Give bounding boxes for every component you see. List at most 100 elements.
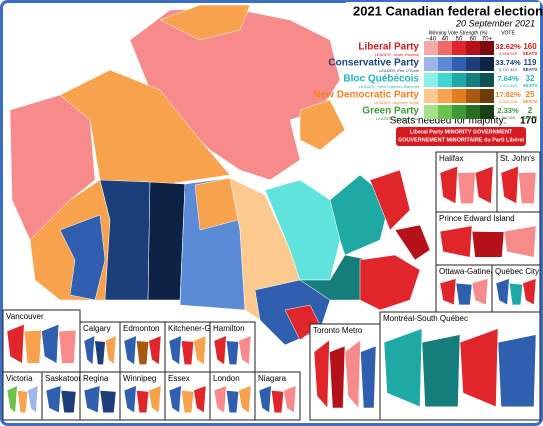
inset-label: Toronto Metro — [313, 326, 363, 335]
party-leader: LEADER: Yves-François Blanchet — [359, 84, 420, 89]
inset-region — [439, 225, 473, 258]
region — [159, 4, 251, 41]
region — [99, 179, 151, 301]
inset-region — [500, 165, 519, 205]
inset-region — [313, 339, 330, 409]
inset-region — [94, 340, 106, 365]
inset-label: Niagara — [258, 374, 287, 383]
inset-region — [522, 278, 537, 306]
inset-label: Vancouver — [6, 312, 44, 321]
scale-label: 70+ — [482, 37, 493, 43]
strength-swatch — [480, 89, 494, 103]
region — [299, 99, 346, 151]
inset-region — [27, 385, 39, 414]
seats-label: SEATS — [523, 51, 538, 56]
inset-region — [181, 340, 194, 365]
strength-swatch — [452, 89, 466, 103]
inset-region — [41, 323, 60, 364]
party-leader: LEADER: Jagmeet Singh — [374, 100, 420, 105]
subtitle: 20 September 2021 — [455, 18, 535, 28]
strength-swatch — [466, 41, 480, 55]
strength-swatch — [466, 89, 480, 103]
government-en: Liberal Party MINORITY GOVERNMENT — [410, 129, 513, 135]
party-name: Green Party — [362, 106, 419, 117]
canada-map — [9, 4, 431, 346]
party-seats: 25 — [526, 90, 535, 99]
inset-region — [226, 340, 239, 365]
strength-swatch — [480, 73, 494, 87]
inset-region — [99, 390, 117, 414]
region — [394, 224, 431, 261]
inset-region — [148, 335, 162, 366]
party-percent: 2.33% — [497, 106, 519, 115]
inset-region — [148, 385, 162, 414]
inset-region — [271, 390, 284, 414]
inset-region — [58, 330, 77, 364]
party-votes: 396,988 — [501, 115, 516, 120]
strength-swatch — [438, 73, 452, 87]
party-leader: LEADER: Justin Trudeau — [375, 52, 420, 57]
scale-label: −40 — [426, 37, 437, 43]
strength-swatch — [452, 57, 466, 71]
inset-region — [344, 339, 361, 409]
inset-label: Regina — [83, 374, 109, 383]
inset-label: Essex — [168, 374, 190, 383]
inset-region — [193, 385, 207, 414]
party-name: Conservative Party — [328, 58, 419, 69]
strength-swatch — [452, 105, 466, 119]
inset-region — [360, 345, 377, 409]
inset-region — [283, 385, 297, 414]
inset-label: Winnipeg — [123, 374, 156, 383]
inset-label: Prince Edward Island — [439, 214, 515, 223]
party-name: Bloc Québécois — [343, 74, 419, 85]
party-seats: 119 — [524, 58, 537, 67]
inset-region — [83, 335, 95, 366]
strength-swatch — [438, 89, 452, 103]
inset-region — [213, 385, 227, 414]
legend: 2021 Canadian federal election 20 Septem… — [313, 2, 543, 150]
inset-region — [439, 165, 458, 205]
insets: Halifax St. John's Prince Edward Island Ott… — [2, 151, 541, 421]
strength-swatch — [424, 89, 438, 103]
party-percent: 33.74% — [495, 58, 521, 67]
majority-value: 170 — [520, 116, 537, 127]
vote-label: VOTE — [501, 30, 515, 36]
party-votes: 3,036,348 — [499, 99, 518, 104]
region — [59, 214, 106, 301]
region — [359, 254, 421, 311]
strength-swatch — [480, 57, 494, 71]
inset-region — [105, 335, 117, 366]
inset-region — [226, 390, 239, 414]
scale-label: 50 — [456, 37, 463, 43]
region — [369, 169, 411, 231]
seats-label: SEATS — [523, 67, 538, 72]
inset-region — [475, 165, 494, 205]
strength-swatch — [424, 57, 438, 71]
inset-label: Ottawa-Gatineau — [439, 267, 499, 276]
inset-region — [213, 335, 227, 366]
inset-label: Halifax — [439, 154, 463, 163]
inset-region — [383, 328, 423, 408]
party-name: Liberal Party — [358, 42, 419, 53]
region — [264, 179, 341, 281]
strength-swatch — [424, 41, 438, 55]
party-seats: 160 — [523, 42, 537, 51]
inset-label: Edmonton — [123, 324, 159, 333]
party-percent: 7.64% — [497, 74, 519, 83]
strength-swatch — [466, 57, 480, 71]
inset-region — [471, 278, 489, 306]
title: 2021 Canadian federal election — [353, 3, 543, 18]
inset-label: Saskatoon — [45, 374, 83, 383]
party-seats: 32 — [526, 74, 535, 83]
inset-region — [329, 345, 346, 409]
party-votes: 5,747,410 — [499, 67, 518, 72]
inset-region — [23, 330, 42, 364]
government-fr: GOUVERNEMENT MINORITAIRE du Parti Libéra… — [398, 137, 525, 143]
inset-label: Kitchener-Guelph — [168, 324, 230, 333]
inset-region — [45, 385, 62, 414]
government-box — [396, 127, 526, 146]
strength-swatch — [438, 105, 452, 119]
scale-label: 60 — [470, 37, 477, 43]
strength-swatch — [480, 41, 494, 55]
